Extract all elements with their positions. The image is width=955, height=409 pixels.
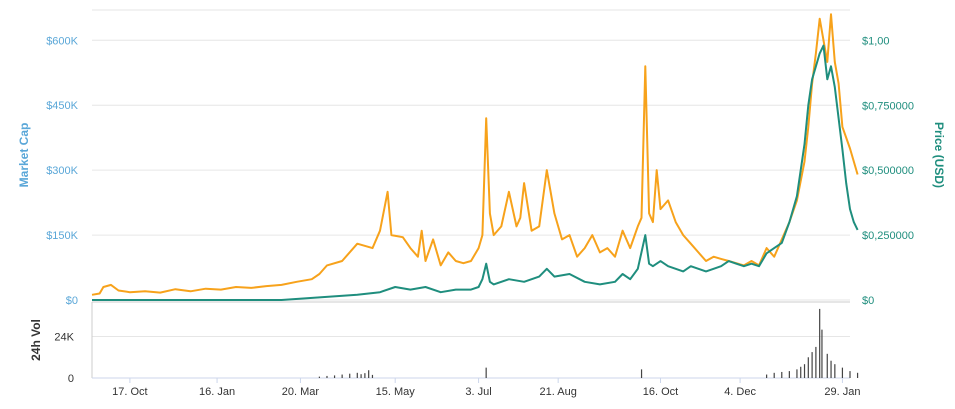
x-tick-label: 21. Aug (540, 386, 577, 398)
series-line (92, 44, 859, 301)
volume-bar (849, 371, 851, 378)
y-left-tick-label: $300K (46, 165, 78, 177)
y-left-tick-label: $0 (66, 295, 78, 307)
volume-bar (773, 372, 775, 378)
x-tick-label: 16. Oct (643, 386, 678, 398)
grid (91, 9, 850, 379)
y-left-tick-label: $600K (46, 35, 78, 47)
x-tick-label: 16. Jan (199, 386, 235, 398)
volume-bar (800, 366, 802, 378)
vol-tick-label: 0 (68, 373, 74, 385)
x-tick-label: 4. Dec (724, 386, 756, 398)
volume-bar (485, 367, 487, 378)
volume-bar (356, 372, 358, 378)
volume-bars (318, 308, 859, 378)
volume-bar (781, 371, 783, 378)
volume-bar (364, 373, 366, 378)
y-right-tick-label: $1,00 (862, 35, 890, 47)
volume-bar (360, 374, 362, 378)
volume-bar (834, 364, 836, 378)
y-left-title: Market Cap (17, 123, 31, 188)
y-right-tick-label: $0,500000 (862, 165, 914, 177)
volume-bar (371, 374, 374, 378)
series-line (91, 13, 859, 296)
y-right-tick-label: $0 (862, 295, 874, 307)
axes: 17. Oct 16. Jan 20. Mar 15. May 3. Jul 21. Au… (17, 35, 946, 398)
x-tick-label: 29. Jan (824, 386, 860, 398)
volume-bar (326, 375, 328, 378)
y-right-tick-label: $0,750000 (862, 100, 914, 112)
x-tick-label: 3. Jul (465, 386, 491, 398)
vol-tick-label: 24K (54, 332, 74, 344)
volume-bar (640, 369, 643, 378)
volume-bar (318, 376, 320, 378)
volume-bar (841, 367, 844, 378)
vol-title: 24h Vol (29, 319, 43, 361)
volume-bar (821, 329, 823, 378)
x-tick-label: 15. May (376, 386, 416, 398)
y-right-tick-label: $0,250000 (862, 230, 914, 242)
y-right-title: Price (USD) (932, 122, 946, 188)
volume-bar (807, 357, 809, 378)
volume-bar (788, 371, 790, 378)
volume-bar (830, 360, 832, 378)
volume-bar (766, 374, 768, 378)
volume-bar (856, 372, 859, 378)
volume-bar (349, 373, 351, 378)
volume-bar (819, 308, 821, 378)
volume-bar (803, 364, 806, 378)
y-left-tick-label: $450K (46, 100, 78, 112)
volume-bar (341, 374, 343, 378)
volume-bar (811, 352, 813, 378)
volume-bar (796, 369, 798, 378)
volume-bar (368, 370, 370, 378)
x-tick-label: 20. Mar (282, 386, 320, 398)
series-lines (91, 13, 859, 301)
y-left-tick-label: $150K (46, 230, 78, 242)
volume-bar (826, 353, 828, 378)
x-tick-label: 17. Oct (112, 386, 147, 398)
volume-bar (815, 346, 817, 378)
volume-bar (333, 375, 336, 378)
